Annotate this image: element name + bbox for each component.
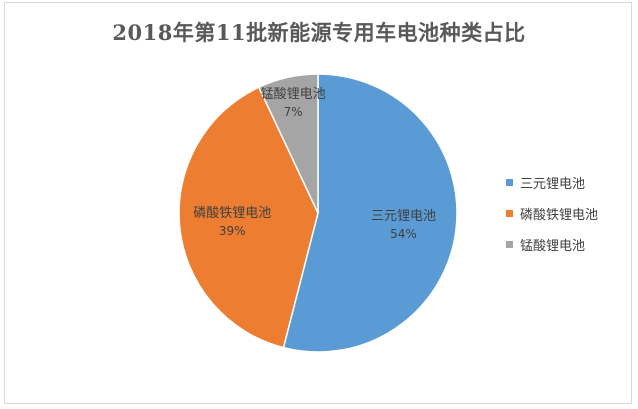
legend-item: 锰酸锂电池 xyxy=(506,232,630,256)
slice-category-label: 锰酸锂电池 xyxy=(261,87,326,102)
legend-swatch xyxy=(506,178,513,186)
slice-value-label: 7% xyxy=(284,105,303,119)
legend-swatch xyxy=(506,209,513,217)
legend-item: 磷酸铁锂电池 xyxy=(506,201,630,225)
pie-slice xyxy=(178,86,319,349)
slice-category-label: 三元锂电池 xyxy=(371,209,436,224)
legend-label: 三元锂电池 xyxy=(520,176,586,192)
legend-swatch xyxy=(506,240,513,248)
pie-slice xyxy=(257,73,319,214)
legend-item: 三元锂电池 xyxy=(506,170,630,194)
chart-title: 2018年第11批新能源专用车电池种类占比 xyxy=(112,20,526,45)
legend-label: 磷酸铁锂电池 xyxy=(520,207,599,223)
pie-slice xyxy=(282,73,458,353)
legend: 三元锂电池 磷酸铁锂电池 锰酸锂电池 xyxy=(506,170,630,263)
legend-label: 锰酸锂电池 xyxy=(520,238,586,254)
slice-value-label: 39% xyxy=(219,224,246,238)
slice-category-label: 磷酸铁锂电池 xyxy=(193,206,271,221)
slice-value-label: 54% xyxy=(390,227,417,241)
